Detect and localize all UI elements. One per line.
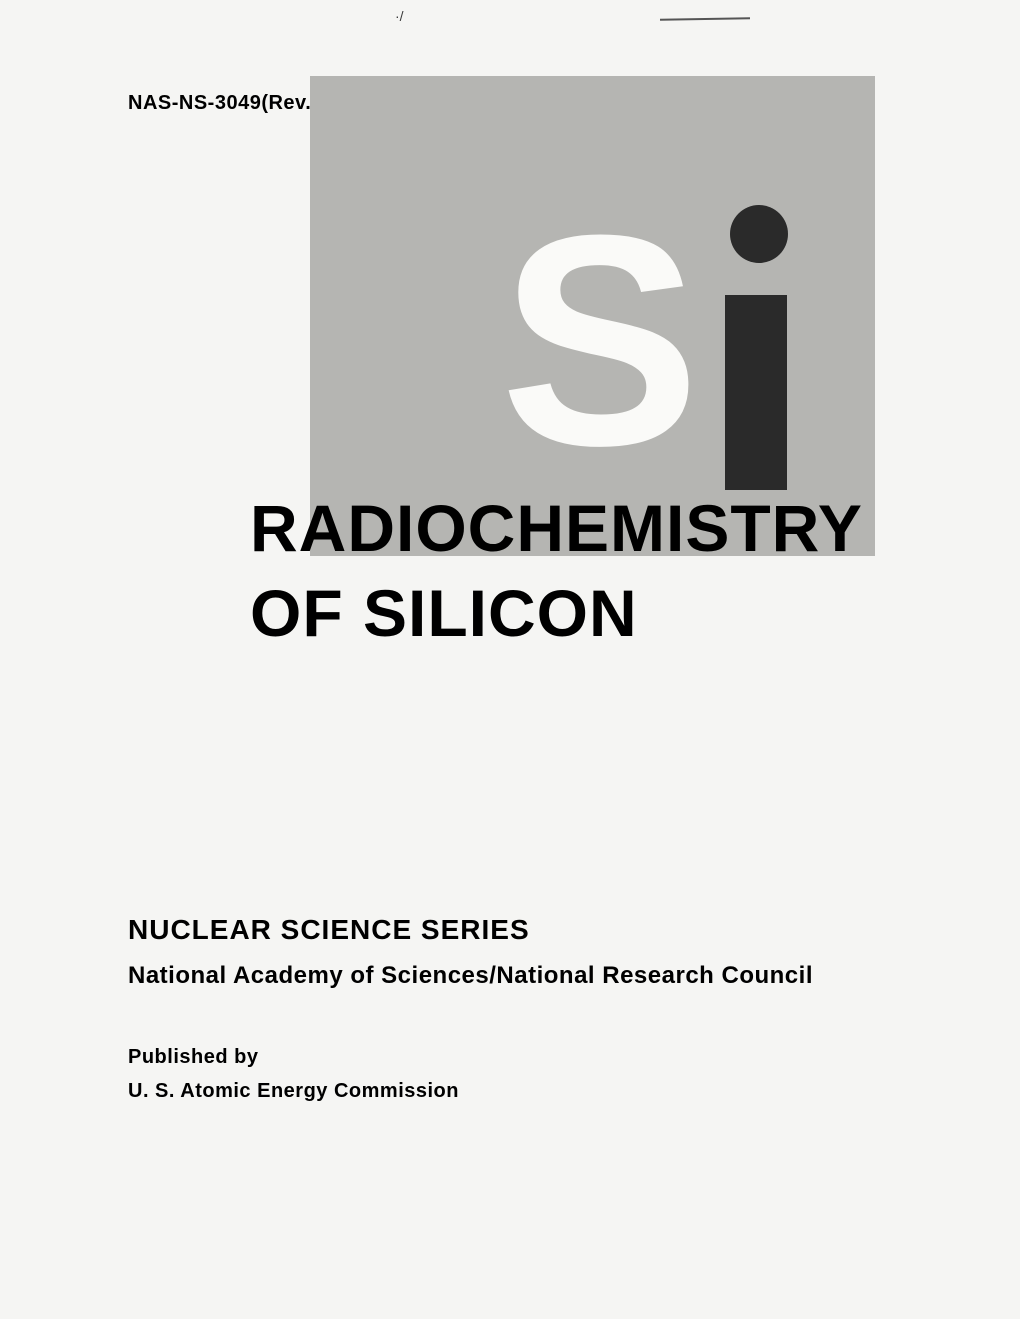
series-title: NUCLEAR SCIENCE SERIES	[128, 914, 530, 946]
si-letter-i-bar	[725, 295, 787, 490]
scan-artifact-line	[660, 17, 750, 21]
document-cover: ·/ NAS-NS-3049(Rev.) S RADIOCHEMISTRY OF…	[0, 0, 1020, 1319]
council-name: National Academy of Sciences/National Re…	[128, 962, 813, 990]
si-letter-i-dot	[730, 205, 788, 263]
published-by-label: Published by	[128, 1046, 258, 1069]
element-symbol-si: S	[500, 155, 840, 445]
title-line-2: OF SILICON	[250, 575, 638, 651]
document-id: NAS-NS-3049(Rev.)	[128, 92, 318, 115]
scan-artifact-mark: ·/	[395, 8, 404, 24]
si-letter-s: S	[500, 190, 690, 490]
title-line-1: RADIOCHEMISTRY	[250, 490, 863, 566]
publisher-name: U. S. Atomic Energy Commission	[128, 1080, 459, 1103]
